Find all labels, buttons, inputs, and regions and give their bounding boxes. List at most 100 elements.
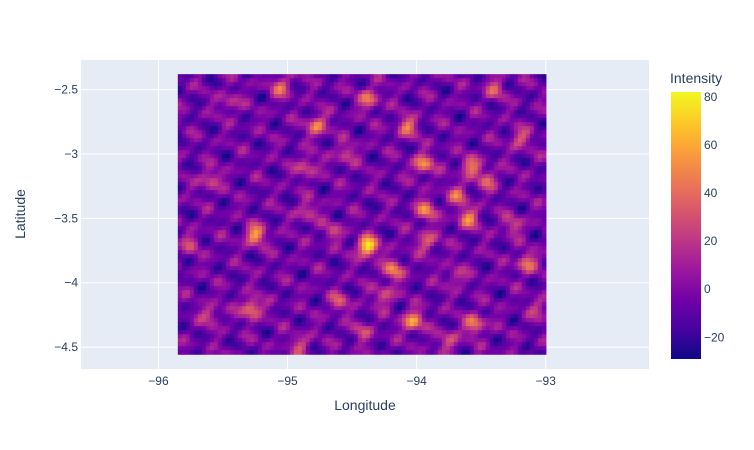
heatmap-cell [401,278,407,283]
heatmap-cell [273,218,279,223]
heatmap-cell [233,270,239,275]
heatmap-cell [461,158,467,163]
heatmap-cell [353,162,359,167]
heatmap-cell [177,262,183,267]
heatmap-cell [437,270,443,275]
heatmap-cell [389,106,395,111]
heatmap-cell [261,230,267,235]
heatmap-cell [433,230,439,235]
heatmap-cell [481,234,487,239]
heatmap-cell [185,118,191,123]
heatmap-cell [217,262,223,267]
heatmap-cell [233,90,239,95]
heatmap-cell [373,106,379,111]
heatmap-cell [341,250,347,255]
heatmap-cell [345,122,351,127]
heatmap-cell [333,170,339,175]
heatmap-cell [517,242,523,247]
heatmap-cell [273,202,279,207]
heatmap-cell [529,138,535,143]
heatmap-cell [289,94,295,99]
heatmap-cell [281,86,287,91]
heatmap-cell [365,242,371,247]
heatmap-cell [257,194,263,199]
heatmap-cell [433,122,439,127]
heatmap-cell [497,234,503,239]
heatmap-cell [525,238,531,243]
heatmap-cell [337,166,343,171]
heatmap-cell [237,178,243,183]
heatmap-cell [501,278,507,283]
heatmap-cell [229,242,235,247]
heatmap-cell [509,114,515,119]
heatmap-cell [397,98,403,103]
heatmap-cell [461,106,467,111]
heatmap-cell [217,226,223,231]
heatmap-cell [389,234,395,239]
heatmap-cell [285,178,291,183]
heatmap-cell [257,102,263,107]
heatmap-cell [297,230,303,235]
heatmap-cell [273,238,279,243]
heatmap-cell [361,78,367,83]
heatmap-cell [497,158,503,163]
heatmap-cell [469,230,475,235]
heatmap-cell [381,158,387,163]
heatmap-cell [377,114,383,119]
heatmap-cell [269,146,275,151]
heatmap-cell [465,78,471,83]
heatmap-cell [393,274,399,279]
heatmap-cell [221,234,227,239]
heatmap-cell [341,78,347,83]
heatmap-cell [177,102,183,107]
heatmap-cell [361,130,367,135]
heatmap-cell [377,162,383,167]
heatmap-cell [517,198,523,203]
heatmap-cell [385,110,391,115]
heatmap-cell [541,118,547,123]
heatmap-cell [393,134,399,139]
heatmap-cell [249,278,255,283]
heatmap-cell [425,270,431,275]
heatmap-cell [293,202,299,207]
heatmap-cell [345,202,351,207]
heatmap-cell [413,230,419,235]
heatmap-cell [433,110,439,115]
heatmap-cell [417,126,423,131]
heatmap-cell [193,190,199,195]
heatmap-cell [309,74,315,79]
heatmap-cell [177,250,183,255]
heatmap-cell [393,138,399,143]
heatmap-cell [185,238,191,243]
heatmap-cell [241,214,247,219]
heatmap-cell [321,222,327,227]
heatmap-cell [213,234,219,239]
heatmap-cell [513,86,519,91]
heatmap-cell [481,270,487,275]
heatmap-cell [409,150,415,155]
heatmap-cell [509,74,515,79]
heatmap-cell [505,162,511,167]
heatmap-cell [197,150,203,155]
heatmap-cell [365,202,371,207]
heatmap-cell [193,218,199,223]
heatmap-cell [345,154,351,159]
heatmap-cell [293,86,299,91]
heatmap-cell [245,82,251,87]
heatmap-cell [197,110,203,115]
heatmap-cell [469,90,475,95]
heatmap-cell [333,282,339,287]
heatmap-cell [213,190,219,195]
heatmap-cell [265,166,271,171]
heatmap-cell [513,230,519,235]
heatmap-cell [245,102,251,107]
heatmap-cell [209,246,215,251]
heatmap-cell [265,270,271,275]
heatmap-cell [285,274,291,279]
heatmap-cell [249,126,255,131]
heatmap-cell [269,218,275,223]
heatmap-cell [197,242,203,247]
heatmap-cell [389,122,395,127]
heatmap-cell [381,190,387,195]
heatmap-cell [197,174,203,179]
